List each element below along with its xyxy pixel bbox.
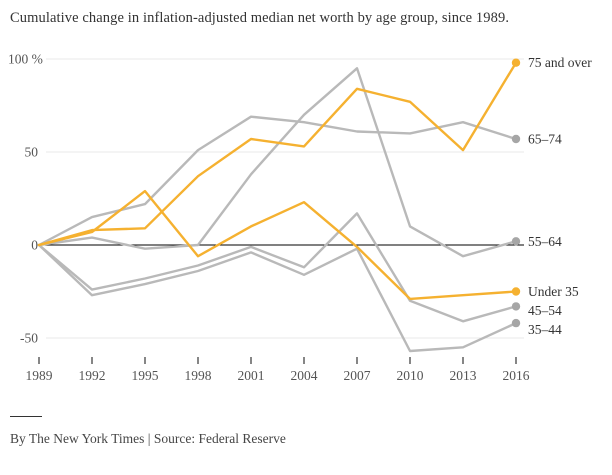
x-axis-label-2010: 2010 [397,368,424,383]
series-line-65–74 [37,115,518,247]
legend-label-75 and over: 75 and over [528,55,592,70]
legend-label-Under 35: Under 35 [528,284,579,299]
series-line-35–44 [37,243,518,353]
legend-label-65–74: 65–74 [528,131,562,146]
x-axis-label-1995: 1995 [132,368,159,383]
footer-divider [10,416,42,417]
x-axis-label-1989: 1989 [26,368,53,383]
legend-label-55–64: 55–64 [528,234,562,249]
legend-label-35–44: 35–44 [528,322,562,337]
x-axis-label-1992: 1992 [79,368,106,383]
series-line-45–54 [37,212,518,323]
series-end-dot-65–74 [511,134,521,144]
y-axis-label-0: 0 [31,238,38,253]
y-axis-label--50: -50 [20,331,38,346]
x-axis-label-2013: 2013 [450,368,477,383]
series-end-dot-45–54 [511,302,521,311]
series-end-dot-75 and over [511,58,521,67]
x-axis-label-1998: 1998 [185,368,212,383]
y-axis-label-50: 50 [25,145,39,160]
x-axis-label-2004: 2004 [291,368,318,383]
series-line-Under 35 [37,189,518,301]
x-axis-label-2016: 2016 [503,368,530,383]
series-end-dot-55–64 [511,237,521,246]
chart-footer: By The New York Times | Source: Federal … [10,416,602,447]
series-line-55–64 [37,67,518,258]
chart-title: Cumulative change in inflation-adjusted … [10,10,510,26]
series-end-dot-35–44 [511,318,521,328]
chart-area: 100 % 50 0 -50 1989 1992 1995 1998 2001 2004 2007 2… [0,36,612,393]
series-line-75 and over [37,61,518,247]
y-axis-label-100: 100 % [8,52,43,67]
line-chart-svg: 100 % 50 0 -50 1989 1992 1995 1998 2001 2004 2007 2… [8,52,592,384]
byline-source-text: By The New York Times | Source: Federal … [10,431,286,446]
legend-label-45–54: 45–54 [528,303,562,318]
x-axis-label-2007: 2007 [344,368,371,383]
series-end-dot-Under 35 [511,287,521,296]
x-axis-label-2001: 2001 [238,368,265,383]
